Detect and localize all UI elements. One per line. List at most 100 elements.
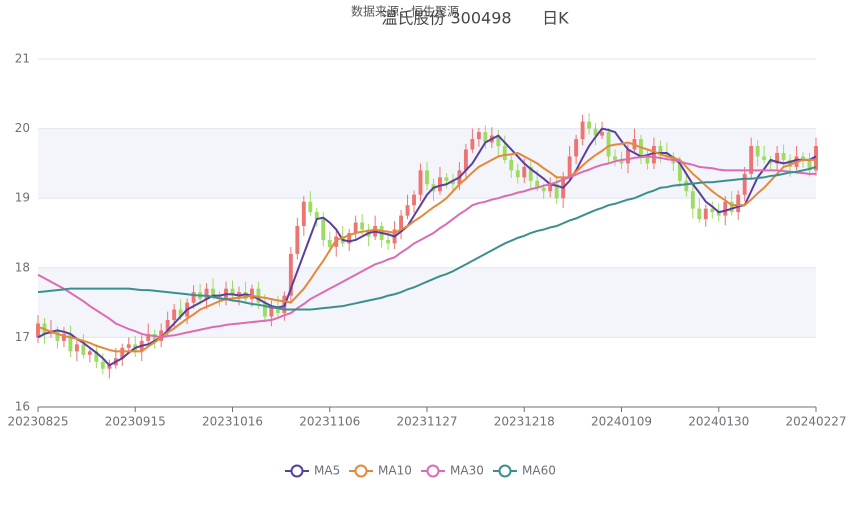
split-area: [38, 267, 816, 338]
candle-body: [742, 173, 747, 195]
candle-body: [230, 288, 235, 296]
candle-body: [606, 132, 611, 157]
ma-line: [37, 127, 817, 367]
candle-body: [613, 156, 617, 160]
candle-body: [444, 177, 449, 181]
candle-body: [100, 361, 105, 369]
candle-body: [269, 306, 274, 317]
candle-body: [554, 184, 559, 199]
legend-item: MA10: [349, 464, 412, 478]
candle-body: [483, 132, 488, 143]
candle-body: [600, 132, 604, 136]
candle-body: [541, 187, 546, 192]
candle-body: [418, 170, 423, 195]
candle-body: [386, 239, 391, 244]
legend-label: MA30: [450, 464, 484, 478]
candle-body: [288, 253, 293, 296]
candle-body: [645, 156, 650, 164]
candle-body: [165, 320, 170, 331]
y-tick-label: 20: [15, 121, 30, 135]
candle-body: [178, 309, 183, 317]
candle-body: [768, 159, 773, 164]
candle-body: [729, 201, 734, 213]
candle-body: [502, 146, 507, 160]
x-tick-label: 20240109: [591, 415, 652, 429]
candle-body: [580, 121, 585, 140]
candle-body: [593, 128, 598, 136]
ma-line: [37, 165, 817, 311]
candle-body: [522, 166, 527, 178]
candle-body: [548, 184, 553, 192]
candle-body: [567, 156, 572, 178]
legend-marker: [498, 464, 512, 478]
candle-body: [535, 180, 540, 188]
candle-body: [191, 292, 196, 303]
candle-body: [703, 208, 708, 220]
candle-body: [159, 330, 164, 341]
candle-body: [781, 152, 786, 160]
candle-body: [515, 170, 520, 178]
candle-body: [528, 166, 533, 181]
candle-body: [74, 344, 79, 352]
candle-body: [762, 156, 767, 160]
legend-marker: [426, 464, 440, 478]
candle-body: [658, 146, 663, 153]
candle-body: [275, 306, 280, 314]
candle-body: [217, 295, 222, 300]
legend-label: MA5: [314, 464, 340, 478]
candle-body: [211, 288, 215, 296]
candle-body: [755, 146, 760, 157]
candle-body: [697, 208, 702, 220]
x-tick-label: 20240130: [688, 415, 749, 429]
legend-marker: [354, 464, 368, 478]
candle-body: [723, 201, 728, 216]
candle-body: [509, 159, 514, 171]
candle-body: [496, 135, 501, 146]
candle-body: [412, 194, 416, 206]
x-tick-label: 20231016: [202, 415, 263, 429]
candle-body: [425, 170, 429, 185]
y-tick-label: 16: [15, 400, 30, 414]
legend-item: MA5: [285, 464, 340, 478]
candle-body: [146, 333, 151, 341]
legend-label: MA10: [378, 464, 412, 478]
candle-body: [308, 201, 313, 213]
candle-body: [463, 149, 468, 171]
candle-body: [677, 163, 682, 181]
candle-body: [749, 146, 754, 174]
candle-body: [243, 292, 248, 300]
candle-body: [120, 347, 125, 359]
candle-body: [36, 323, 40, 338]
candle-body: [262, 302, 267, 317]
candle-body: [574, 139, 579, 157]
candle-body: [775, 152, 780, 164]
legend-marker: [290, 464, 304, 478]
candle-body: [476, 132, 481, 140]
candle-body: [710, 208, 715, 213]
candle-body: [68, 333, 73, 352]
candle-body: [295, 226, 300, 254]
candle-body: [301, 201, 306, 227]
candle-body: [94, 351, 99, 362]
candle-body: [87, 351, 92, 355]
candle-body: [619, 159, 624, 164]
candle-body: [716, 212, 721, 216]
candle-body: [736, 194, 741, 213]
y-tick-label: 17: [15, 330, 30, 344]
candle-body: [81, 344, 86, 355]
y-tick-label: 21: [15, 52, 30, 66]
candle-body: [801, 156, 805, 160]
legend-item: MA30: [421, 464, 484, 478]
candle-body: [684, 180, 689, 192]
chart-subtitle: 数据来源：恒生聚源: [351, 4, 459, 19]
candle-body: [172, 309, 177, 320]
candle-body: [321, 219, 326, 240]
candle-body: [690, 191, 695, 209]
ma-line: [37, 155, 816, 339]
candle-body: [353, 222, 358, 233]
candle-body: [450, 180, 455, 185]
candle-body: [405, 205, 410, 216]
candle-body: [107, 365, 112, 369]
candle-body: [250, 288, 254, 300]
